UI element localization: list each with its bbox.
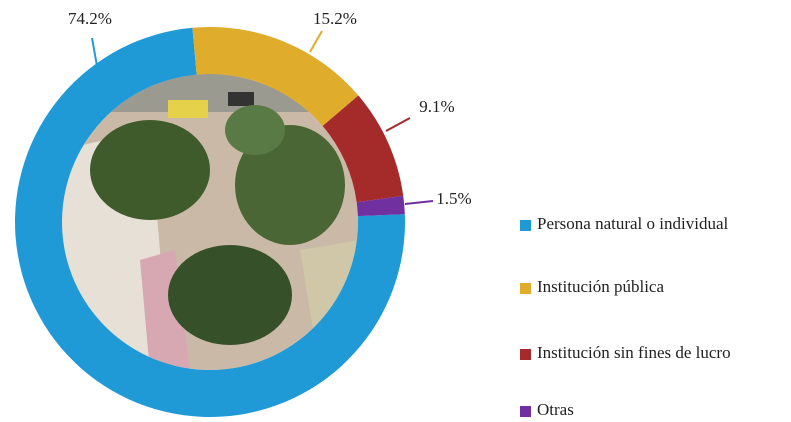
legend-swatch [520, 349, 531, 360]
legend-label: Persona natural o individual [537, 214, 728, 233]
data-label: 9.1% [419, 97, 454, 116]
legend-label: Institución sin fines de lucro [537, 343, 731, 362]
leader-line [386, 118, 410, 131]
leader-line [310, 31, 322, 52]
legend-label: Otras [537, 400, 574, 419]
legend-swatch [520, 406, 531, 417]
leader-line [405, 201, 433, 204]
leader-line [92, 38, 97, 66]
data-label: 74.2% [68, 9, 112, 28]
page: 74.2% 15.2% 9.1% 1.5% Persona natural o indi… [0, 0, 791, 422]
chart: 74.2% 15.2% 9.1% 1.5% Persona natural o indi… [0, 0, 791, 422]
data-label: 15.2% [313, 9, 357, 28]
legend-swatch [520, 283, 531, 294]
data-label: 1.5% [436, 189, 471, 208]
legend-swatch [520, 220, 531, 231]
legend-label: Institución pública [537, 277, 664, 296]
